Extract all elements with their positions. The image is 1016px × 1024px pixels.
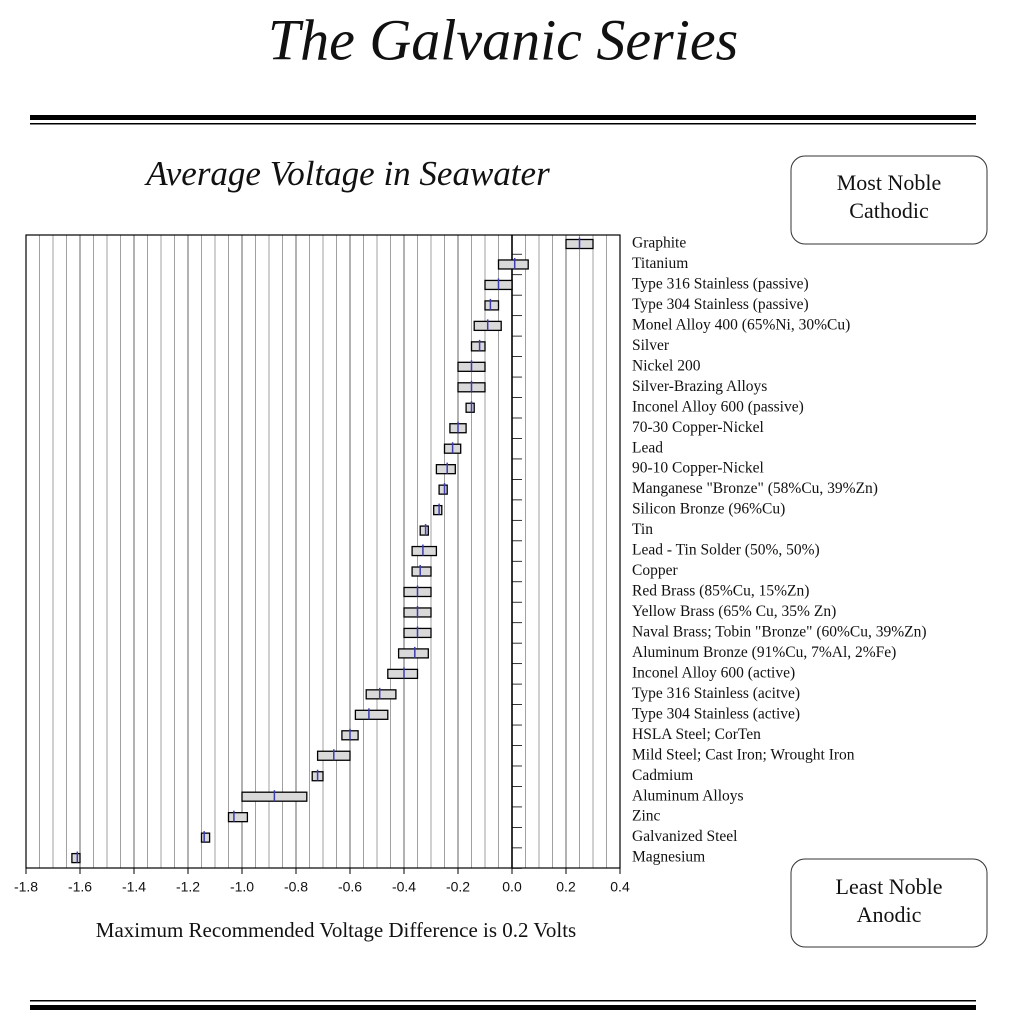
category-label: Mild Steel; Cast Iron; Wrought Iron (632, 746, 855, 763)
range-bar (411, 566, 432, 577)
range-bar (497, 259, 529, 270)
x-tick-label: -0.8 (284, 879, 308, 895)
range-bar (354, 709, 389, 720)
chart-title: Average Voltage in Seawater (144, 154, 550, 193)
x-tick-label: -1.4 (122, 879, 146, 895)
range-bar (470, 341, 486, 352)
range-bar (411, 545, 438, 557)
category-label: Nickel 200 (632, 357, 701, 374)
category-label: Monel Alloy 400 (65%Ni, 30%Cu) (632, 316, 850, 333)
category-label: Type 316 Stainless (acitve) (632, 685, 800, 702)
category-label: Yellow Brass (65% Cu, 35% Zn) (632, 603, 836, 620)
range-bar (227, 812, 249, 823)
range-bar (397, 648, 429, 659)
category-label: Type 316 Stainless (passive) (632, 276, 809, 293)
category-label: Copper (632, 562, 678, 579)
category-label: Inconel Alloy 600 (passive) (632, 398, 804, 415)
x-tick-label: -0.6 (338, 879, 362, 895)
x-tick-label: 0.2 (556, 879, 576, 895)
category-label: Tin (632, 521, 653, 538)
legend-box (790, 858, 988, 948)
category-label: Silver (632, 337, 670, 354)
range-bar (71, 852, 81, 864)
range-bar (484, 300, 500, 311)
category-label: Lead (632, 439, 663, 456)
page-title: The Galvanic Series (268, 7, 738, 72)
box-text: Most Noble (837, 170, 942, 195)
x-tick-label: -0.2 (446, 879, 470, 895)
rule (30, 123, 976, 125)
category-label: Inconel Alloy 600 (active) (632, 664, 795, 681)
box-text: Anodic (857, 902, 922, 927)
category-label: Titanium (632, 255, 688, 272)
x-tick-label: -1.6 (68, 879, 92, 895)
plot-frame (25, 234, 621, 869)
category-label: Aluminum Alloys (632, 787, 744, 804)
category-label: HSLA Steel; CorTen (632, 726, 761, 743)
x-tick-label: -0.4 (392, 879, 416, 895)
rule (30, 1005, 976, 1010)
range-bar (433, 504, 443, 516)
legend-box (790, 155, 988, 245)
category-label: Graphite (632, 235, 686, 252)
range-bar (465, 402, 475, 413)
range-bar (200, 832, 211, 843)
range-bar (365, 689, 397, 700)
rule (30, 115, 976, 120)
x-tick-label: 0.4 (610, 879, 630, 895)
x-tick-label: -1.8 (14, 879, 38, 895)
category-label: Red Brass (85%Cu, 15%Zn) (632, 583, 809, 600)
rule (30, 1000, 976, 1002)
category-label: Galvanized Steel (632, 828, 737, 845)
category-label: Manganese "Bronze" (58%Cu, 39%Zn) (632, 480, 878, 497)
category-label: Lead - Tin Solder (50%, 50%) (632, 542, 820, 559)
range-bar (387, 668, 419, 680)
category-label: 70-30 Copper-Nickel (632, 419, 764, 436)
range-bar (435, 464, 456, 475)
category-label: Cadmium (632, 767, 693, 784)
note: Maximum Recommended Voltage Difference i… (96, 918, 576, 942)
category-label: Type 304 Stainless (active) (632, 705, 800, 722)
box-text: Least Noble (836, 874, 943, 899)
category-label: 90-10 Copper-Nickel (632, 460, 764, 477)
category-label: Silicon Bronze (96%Cu) (632, 501, 785, 518)
category-label: Naval Brass; Tobin "Bronze" (60%Cu, 39%Z… (632, 623, 927, 640)
category-label: Silver-Brazing Alloys (632, 378, 767, 395)
range-bar (419, 525, 429, 536)
x-tick-label: -1.0 (230, 879, 254, 895)
range-bar (438, 484, 448, 495)
x-tick-label: -1.2 (176, 879, 200, 895)
box-text: Cathodic (849, 198, 929, 223)
category-label: Aluminum Bronze (91%Cu, 7%Al, 2%Fe) (632, 644, 896, 661)
category-label: Magnesium (632, 849, 705, 866)
category-label: Type 304 Stainless (passive) (632, 296, 809, 313)
x-tick-label: 0.0 (502, 879, 522, 895)
category-label: Zinc (632, 808, 661, 825)
